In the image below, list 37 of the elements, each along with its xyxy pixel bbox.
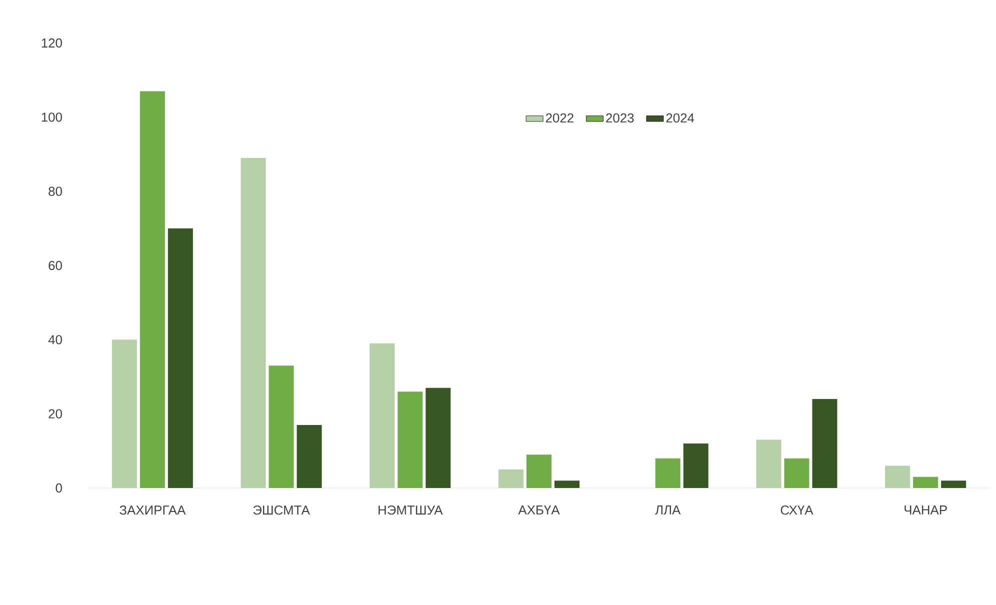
bar bbox=[784, 458, 810, 488]
x-tick-label: СХҮА bbox=[780, 506, 814, 515]
y-tick-label: 20 bbox=[48, 409, 62, 418]
bar bbox=[655, 458, 680, 488]
x-tick-label: АХБҮА bbox=[518, 506, 560, 514]
x-tick-label: ЭШСМТА bbox=[253, 506, 310, 515]
y-tick-label: 60 bbox=[48, 260, 62, 270]
bar bbox=[554, 480, 580, 488]
legend-label: 2022 bbox=[546, 113, 574, 123]
bar bbox=[398, 392, 423, 488]
bar bbox=[941, 480, 966, 488]
bar bbox=[812, 399, 838, 488]
legend-label: 2024 bbox=[666, 113, 694, 123]
bar bbox=[913, 476, 938, 488]
x-tick-label: НЭМТШУА bbox=[378, 506, 443, 515]
bar bbox=[140, 91, 165, 488]
y-tick-label: 120 bbox=[42, 38, 62, 48]
y-tick-label: 40 bbox=[48, 335, 62, 344]
legend-label: 2023 bbox=[606, 113, 634, 123]
bar bbox=[885, 466, 910, 488]
bar bbox=[498, 469, 524, 488]
y-tick-label: 80 bbox=[48, 186, 62, 196]
bar bbox=[683, 444, 708, 488]
x-tick-label: ЗАХИРГАА bbox=[120, 506, 186, 515]
bar bbox=[268, 366, 294, 488]
bar bbox=[526, 454, 552, 488]
bar bbox=[168, 228, 193, 488]
x-tick-label: ЛЛА bbox=[655, 506, 681, 515]
y-tick-label: 100 bbox=[42, 112, 62, 122]
bar bbox=[756, 440, 782, 488]
y-tick-label: 0 bbox=[56, 483, 62, 493]
x-tick-label: ЧАНАР bbox=[904, 506, 947, 514]
bar bbox=[370, 343, 395, 488]
bar bbox=[240, 158, 266, 488]
bar bbox=[426, 388, 451, 488]
bar bbox=[296, 424, 322, 488]
bar bbox=[112, 340, 137, 488]
